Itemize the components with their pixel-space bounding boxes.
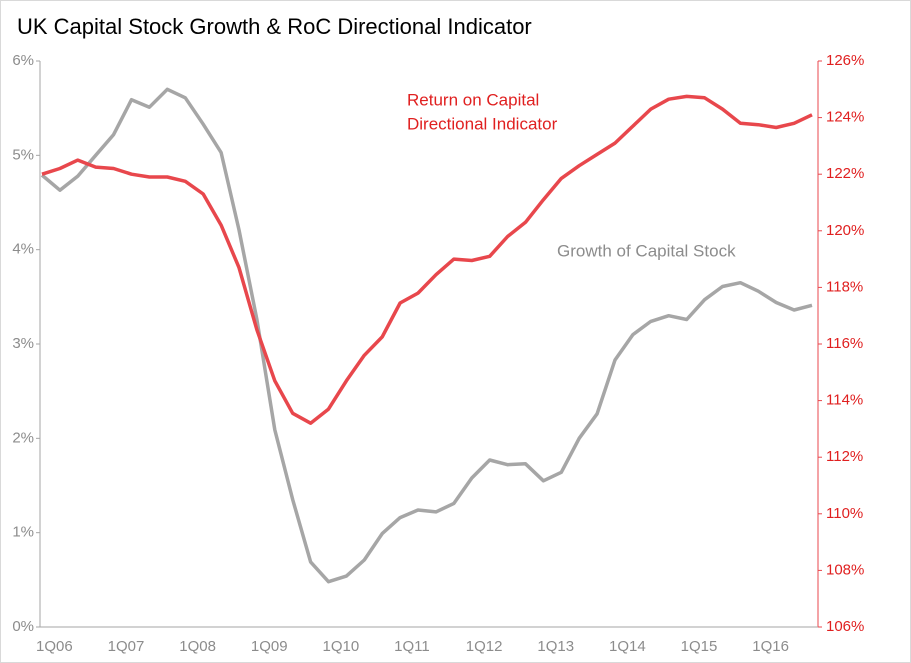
x-tick-label: 1Q07 <box>108 638 145 655</box>
chart-title: UK Capital Stock Growth & RoC Directiona… <box>17 14 532 39</box>
x-tick-label: 1Q13 <box>537 638 574 655</box>
y2-tick-label: 114% <box>826 392 863 409</box>
x-tick-label: 1Q09 <box>251 638 288 655</box>
y-tick-label: 3% <box>12 335 34 352</box>
y2-tick-label: 126% <box>826 52 864 69</box>
line-series <box>40 87 813 584</box>
y2-tick-label: 118% <box>826 278 863 295</box>
x-tick-label: 1Q08 <box>179 638 216 655</box>
y-tick-label: 4% <box>12 241 34 258</box>
y2-tick-label: 116% <box>826 335 863 352</box>
y2-tick-label: 110% <box>826 505 863 522</box>
x-tick-label: 1Q11 <box>394 638 430 655</box>
annotation: Directional Indicator <box>407 114 558 133</box>
x-tick-label: 1Q14 <box>609 638 646 655</box>
x-tick-label: 1Q15 <box>681 638 718 655</box>
y2-tick-label: 108% <box>826 561 864 578</box>
y2-tick-label: 120% <box>826 222 864 239</box>
x-tick-label: 1Q06 <box>36 638 73 655</box>
y-tick-label: 5% <box>12 146 34 163</box>
x-tick-label: 1Q12 <box>466 638 503 655</box>
annotation: Growth of Capital Stock <box>557 241 736 260</box>
line-series <box>41 94 813 425</box>
annotation: Return on Capital <box>407 90 539 109</box>
x-tick-label: 1Q16 <box>752 638 789 655</box>
y2-tick-label: 112% <box>826 448 863 465</box>
y2-tick-label: 106% <box>826 618 864 635</box>
y-tick-label: 1% <box>12 524 34 541</box>
y-tick-label: 0% <box>12 618 34 635</box>
y-tick-label: 6% <box>12 52 34 69</box>
y-tick-label: 2% <box>12 429 34 446</box>
y2-tick-label: 122% <box>826 165 864 182</box>
y2-tick-label: 124% <box>826 109 864 126</box>
x-tick-label: 1Q10 <box>323 638 360 655</box>
